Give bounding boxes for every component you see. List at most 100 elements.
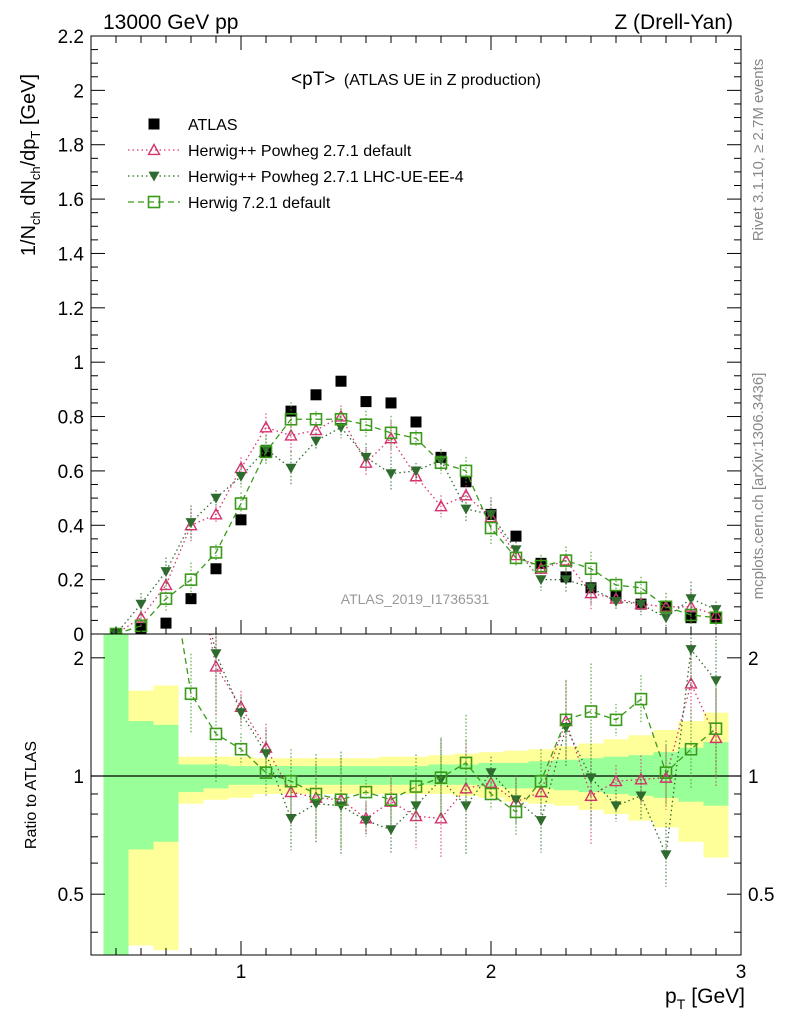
ratio-point-powheg_ue bbox=[660, 850, 672, 861]
point-herwig7 bbox=[459, 464, 473, 478]
y-tick-label: 0.4 bbox=[58, 516, 85, 537]
point-atlas bbox=[235, 514, 247, 526]
point-powheg_ue bbox=[560, 575, 572, 586]
ratio-point-powheg_ue bbox=[535, 816, 547, 827]
point-atlas bbox=[410, 416, 422, 428]
point-herwig7 bbox=[184, 573, 198, 586]
point-herwig7 bbox=[609, 578, 623, 592]
ratio-point-powheg_default bbox=[609, 774, 623, 787]
point-atlas bbox=[610, 590, 622, 602]
y-tick-label: 0.2 bbox=[58, 571, 84, 592]
y-tick-label: 1.2 bbox=[58, 299, 84, 320]
point-atlas bbox=[360, 396, 372, 408]
point-powheg_ue bbox=[310, 436, 322, 447]
point-atlas bbox=[210, 563, 222, 575]
ratio-point-powheg_ue bbox=[385, 825, 397, 836]
legend-label-powheg_default: Herwig++ Powheg 2.7.1 default bbox=[188, 143, 412, 160]
ratio-point-herwig7 bbox=[309, 787, 323, 801]
ratio-point-herwig7 bbox=[459, 756, 473, 770]
point-powheg_default bbox=[684, 599, 698, 612]
ratio-band-green-bin bbox=[153, 724, 179, 842]
header-energy-label: 13000 GeV pp bbox=[103, 11, 238, 34]
ratio-line-herwig7 bbox=[180, 634, 717, 813]
ratio-point-herwig7 bbox=[684, 742, 698, 756]
ratio-point-powheg_default bbox=[284, 785, 298, 798]
y-tick-label: 0.8 bbox=[58, 408, 84, 429]
point-powheg_default bbox=[584, 586, 598, 599]
point-powheg_ue bbox=[585, 583, 597, 594]
ratio-point-herwig7 bbox=[284, 774, 298, 788]
y-tick-label: 0.6 bbox=[58, 462, 84, 483]
ratio-point-powheg_ue bbox=[510, 795, 522, 806]
ratio-point-powheg_ue bbox=[260, 749, 272, 760]
ratio-y-tick-label: 1 bbox=[748, 767, 759, 788]
point-herwig7 bbox=[359, 418, 373, 432]
point-atlas bbox=[185, 593, 197, 605]
point-herwig7 bbox=[234, 497, 248, 510]
ratio-point-powheg_ue bbox=[360, 816, 372, 827]
point-powheg_default bbox=[359, 455, 373, 468]
ratio-point-powheg_ue bbox=[335, 801, 347, 812]
ratio-point-powheg_ue bbox=[610, 801, 622, 812]
point-powheg_ue bbox=[160, 567, 172, 577]
point-herwig7 bbox=[309, 412, 323, 426]
point-atlas bbox=[285, 405, 297, 417]
y-tick-label: 1.8 bbox=[58, 136, 84, 157]
ratio-point-herwig7 bbox=[209, 727, 223, 741]
point-herwig7 bbox=[484, 521, 498, 535]
y-tick-label: 1.4 bbox=[58, 244, 85, 265]
ratio-point-powheg_ue bbox=[210, 649, 222, 660]
point-atlas bbox=[310, 389, 322, 401]
point-powheg_ue bbox=[410, 466, 422, 477]
axis-ticks bbox=[91, 35, 742, 955]
ratio-y-axis-label: Ratio to ATLAS bbox=[23, 741, 40, 849]
ratio-point-herwig7 bbox=[184, 687, 198, 701]
point-powheg_default bbox=[284, 428, 298, 441]
point-herwig7 bbox=[259, 445, 273, 459]
point-herwig7 bbox=[584, 562, 598, 576]
point-herwig7 bbox=[284, 412, 298, 426]
y-tick-label: 1 bbox=[73, 353, 84, 374]
legend-marker-powheg_default bbox=[147, 143, 161, 156]
ratio-band-green-bin bbox=[553, 759, 579, 791]
ratio-band-green-bin bbox=[128, 721, 154, 850]
point-powheg_default bbox=[434, 499, 448, 512]
point-herwig7 bbox=[384, 426, 398, 440]
ratio-y-tick-label: 0.5 bbox=[748, 885, 774, 906]
ratio-point-powheg_default bbox=[434, 811, 448, 824]
ratio-band-green-bin bbox=[703, 742, 729, 806]
header-process-label: Z (Drell-Yan) bbox=[614, 11, 733, 34]
legend-label-powheg_ue: Herwig++ Powheg 2.7.1 LHC-UE-EE-4 bbox=[188, 169, 464, 186]
ratio-point-herwig7 bbox=[584, 705, 598, 718]
ratio-y-tick-label: 2 bbox=[748, 649, 759, 670]
ratio-point-herwig7 bbox=[334, 793, 348, 807]
point-powheg_ue bbox=[435, 455, 447, 466]
ratio-point-herwig7 bbox=[634, 692, 648, 706]
point-powheg_ue bbox=[235, 471, 247, 482]
point-herwig7 bbox=[209, 546, 223, 559]
ratio-point-powheg_default bbox=[209, 659, 223, 672]
ratio-plot-series bbox=[180, 634, 723, 887]
point-powheg_ue bbox=[135, 599, 147, 610]
x-tick-label: 3 bbox=[736, 962, 747, 983]
y-tick-label: 0 bbox=[73, 625, 84, 646]
point-powheg_ue bbox=[385, 469, 397, 480]
point-powheg_ue bbox=[610, 596, 622, 607]
legend: ATLAS Herwig++ Powheg 2.7.1 default Herwig… bbox=[128, 117, 464, 212]
ratio-point-herwig7 bbox=[534, 774, 548, 788]
legend-marker-atlas bbox=[148, 118, 160, 130]
y-axis-label: 1/Nch dNch/dpT [GeV] bbox=[18, 74, 43, 256]
point-powheg_default bbox=[409, 469, 423, 482]
point-herwig7 bbox=[159, 592, 173, 605]
ratio-point-herwig7 bbox=[709, 722, 723, 735]
y-tick-label: 2.2 bbox=[58, 27, 84, 48]
point-atlas bbox=[510, 530, 522, 542]
point-powheg_default bbox=[309, 423, 323, 436]
ratio-point-powheg_ue bbox=[235, 708, 247, 719]
point-herwig7 bbox=[534, 559, 548, 573]
point-powheg_ue bbox=[360, 452, 372, 463]
point-herwig7 bbox=[509, 551, 523, 565]
point-powheg_default bbox=[459, 488, 473, 501]
point-powheg_default bbox=[709, 608, 723, 621]
